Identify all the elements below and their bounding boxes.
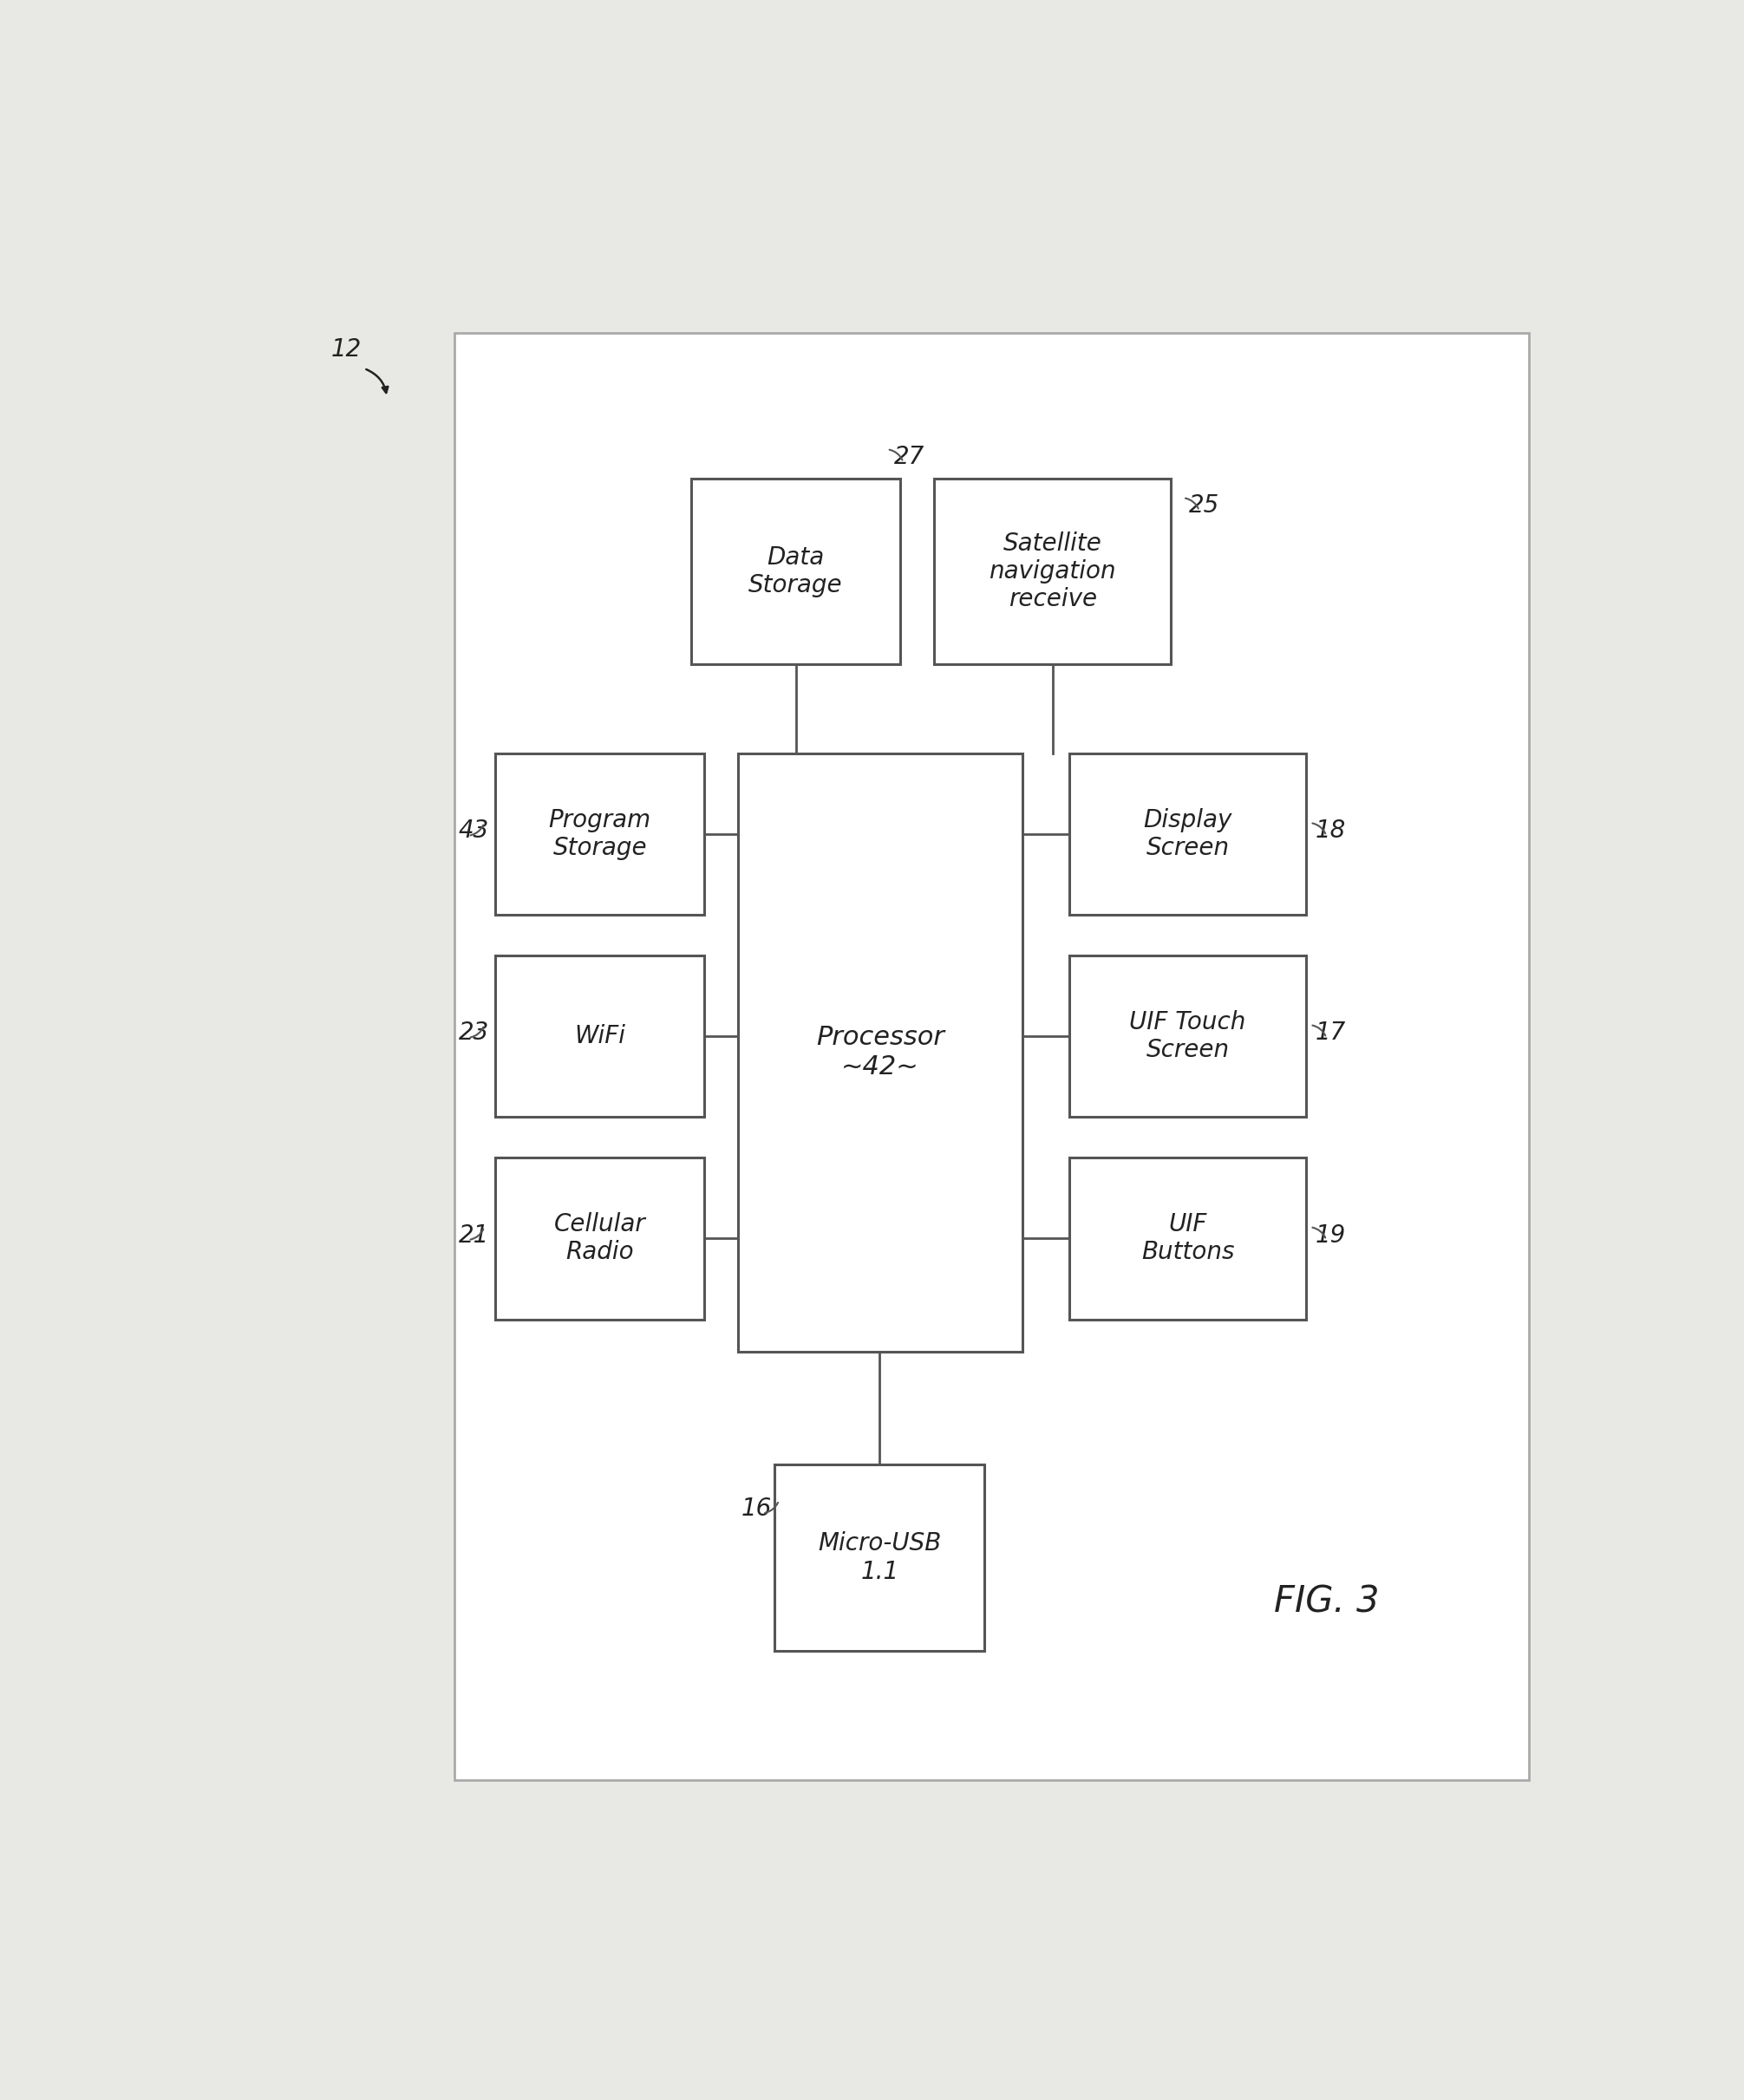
Bar [495,1157,705,1319]
Text: 25: 25 [1188,493,1219,519]
Bar [774,1466,984,1651]
Text: Display
Screen: Display Screen [1144,808,1233,861]
Text: 21: 21 [459,1222,488,1247]
Bar [1069,754,1306,916]
Text: 12: 12 [331,336,361,361]
Bar [935,479,1170,664]
Text: 43: 43 [459,819,488,842]
Text: Cellular
Radio: Cellular Radio [555,1212,645,1264]
Text: 16: 16 [741,1497,773,1520]
Bar [691,479,900,664]
Text: 23: 23 [459,1021,488,1046]
Bar [738,754,1022,1352]
Bar [495,956,705,1117]
Text: Program
Storage: Program Storage [549,808,651,861]
Text: 18: 18 [1315,819,1346,842]
Text: UIF Touch
Screen: UIF Touch Screen [1130,1010,1245,1063]
Bar [455,332,1529,1781]
Bar [1069,1157,1306,1319]
Text: 27: 27 [893,445,924,470]
Text: 17: 17 [1315,1021,1346,1046]
Text: Satellite
navigation
receive: Satellite navigation receive [989,531,1116,611]
Text: WiFi: WiFi [574,1025,626,1048]
Text: UIF
Buttons: UIF Buttons [1141,1212,1235,1264]
Text: 19: 19 [1315,1222,1346,1247]
Text: FIG. 3: FIG. 3 [1273,1583,1380,1621]
Bar [1069,956,1306,1117]
Bar [495,754,705,916]
Text: Data
Storage: Data Storage [748,546,842,598]
Text: Micro-USB
1.1: Micro-USB 1.1 [818,1531,942,1583]
Text: Processor
~42~: Processor ~42~ [816,1025,945,1079]
